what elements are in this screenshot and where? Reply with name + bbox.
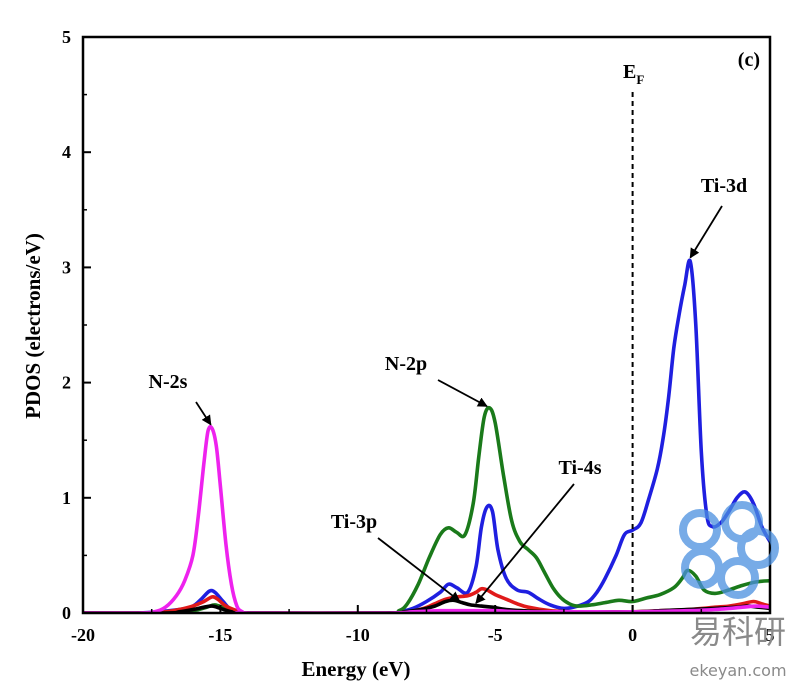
y-tick-label: 5 [62, 27, 71, 47]
x-axis-title: Energy (eV) [301, 657, 410, 681]
watermark-brand: 易科研 [690, 613, 786, 651]
annotation-label: Ti-3d [701, 175, 747, 197]
x-tick-label: 0 [628, 625, 637, 645]
y-axis-ticks: 0 1 2 3 4 5 [62, 27, 91, 623]
y-tick-label: 2 [62, 373, 71, 393]
annotation-arrow [437, 379, 488, 408]
x-tick-label: -20 [71, 625, 95, 645]
fermi-label-main: E [623, 61, 636, 83]
annotation-arrow [377, 537, 461, 602]
watermark: 易科研 ekeyan.com [679, 501, 787, 680]
watermark-logo-icon [679, 501, 779, 599]
annotation-label: N-2s [149, 371, 188, 393]
annotation-arrow [689, 205, 723, 259]
x-tick-label: -5 [488, 625, 503, 645]
x-tick-label: -15 [208, 625, 232, 645]
fermi-label-sub: F [636, 72, 644, 87]
x-tick-label: -10 [346, 625, 370, 645]
fermi-level-label: EF [623, 61, 644, 87]
y-tick-label: 1 [62, 488, 71, 508]
annotation-arrow [475, 483, 575, 605]
annotation-label: Ti-3p [331, 511, 377, 533]
series-line-n-2p [83, 405, 770, 613]
panel-label: (c) [738, 49, 760, 71]
series-line-n-2s [83, 424, 770, 613]
annotation-label: Ti-4s [559, 457, 602, 479]
plot-frame [81, 35, 772, 615]
annotation-layer: N-2s N-2p Ti-4s Ti-3p Ti-3d [149, 175, 747, 605]
x-tick-label: 5 [766, 625, 775, 645]
y-axis-title: PDOS (electrons/eV) [21, 233, 45, 419]
y-tick-label: 3 [62, 257, 71, 277]
series-layer [83, 258, 770, 613]
y-tick-label: 0 [62, 603, 71, 623]
series-line-ti-3d [83, 258, 770, 613]
x-axis-ticks: -20 -15 -10 -5 0 5 [71, 605, 775, 645]
annotation-label: N-2p [385, 353, 427, 375]
y-tick-label: 4 [62, 142, 71, 162]
annotation-arrow [195, 401, 212, 426]
watermark-site: ekeyan.com [689, 661, 786, 680]
